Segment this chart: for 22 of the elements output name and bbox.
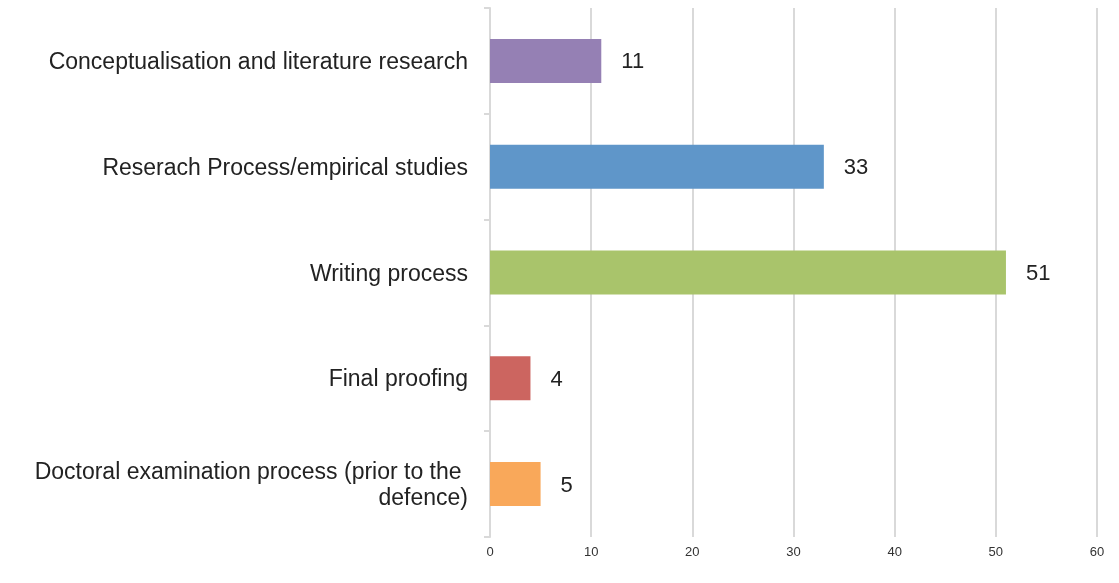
x-tick-label: 40 [887,544,902,559]
data-label: 11 [621,48,645,74]
data-label: 4 [550,365,563,391]
y-tick-label: Doctoral examination process (prior to the defence) [34,458,468,511]
x-tick-label: 50 [988,544,1004,559]
x-tick-label: 10 [583,544,599,559]
x-tick-label: 30 [786,544,801,559]
x-tick-label: 20 [685,544,700,559]
bar [490,144,824,189]
bar [490,356,531,401]
bar [490,250,1006,295]
data-label: 33 [843,154,869,180]
y-tick-label: Conceptualisation and literature research [48,47,468,74]
x-tick-label: 60 [1089,544,1105,559]
x-tick-label: 0 [486,544,494,559]
y-tick-label: Writing process [309,259,468,286]
bar [490,462,541,507]
y-tick-label: Reserach Process/empirical studies [102,153,468,180]
y-tick-label: Final proofing [328,365,468,392]
bar [490,38,602,83]
data-label: 5 [560,471,573,497]
data-label: 51 [1025,260,1051,285]
